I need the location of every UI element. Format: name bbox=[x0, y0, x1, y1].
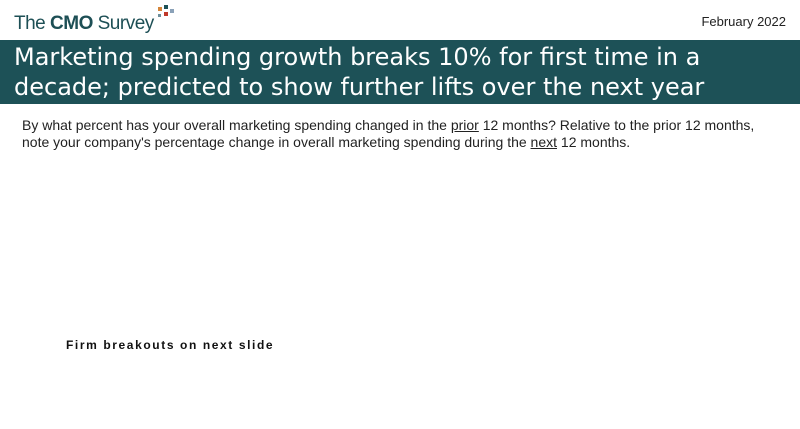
logo-text: The bbox=[14, 13, 51, 34]
annotation: Firm breakouts on next slide bbox=[66, 338, 274, 352]
question-text: next bbox=[530, 134, 558, 150]
question-text: prior bbox=[450, 117, 479, 133]
question-text: 12 months. bbox=[557, 134, 631, 150]
date: February 2022 bbox=[701, 14, 786, 29]
banner bbox=[0, 40, 800, 104]
question: By what percent has your overall marketi… bbox=[22, 117, 782, 151]
question-text: By what percent has your overall marketi… bbox=[22, 117, 451, 133]
logo-text: Survey bbox=[92, 13, 155, 34]
question-text: 12 months? Relative to the prior 12 mont… bbox=[22, 117, 755, 150]
logo-text: CMO bbox=[50, 13, 93, 34]
title: Marketing spending growth breaks 10% for… bbox=[14, 43, 705, 101]
